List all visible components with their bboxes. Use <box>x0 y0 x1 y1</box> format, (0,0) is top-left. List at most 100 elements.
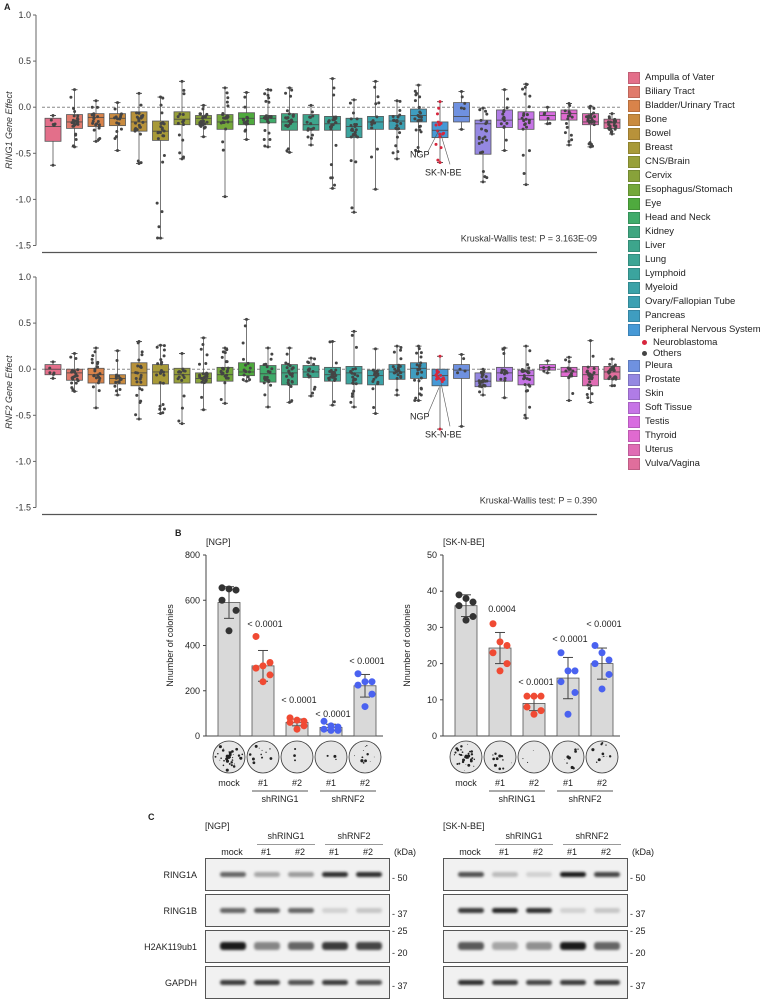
box-12 <box>302 103 320 147</box>
strip-point <box>284 91 288 95</box>
strip-point <box>351 111 355 115</box>
strip-point <box>182 375 186 379</box>
p-value-label: < 0.0001 <box>586 619 621 629</box>
strip-point <box>113 137 117 141</box>
box-19 <box>453 352 470 428</box>
strip-point <box>156 362 160 366</box>
strip-point <box>245 90 248 94</box>
strip-point <box>483 384 487 388</box>
x-tick-label: mock <box>455 778 477 788</box>
strip-point <box>418 392 422 396</box>
bar-group: < 0.0001 #1 <box>246 619 283 788</box>
strip-point <box>523 123 527 127</box>
data-point <box>489 649 497 657</box>
colony <box>366 753 369 756</box>
blot-gapdh <box>205 966 390 999</box>
strip-point <box>244 363 248 367</box>
data-point <box>591 642 599 649</box>
strip-point <box>159 122 163 126</box>
stat-text: Kruskal-Wallis test: P = 3.163E-09 <box>461 234 597 244</box>
strip-point <box>161 381 165 385</box>
strip-point <box>374 187 377 191</box>
strip-point <box>267 115 271 119</box>
y-tick-label: 30 <box>427 622 437 632</box>
strip-point <box>134 377 138 381</box>
strip-point <box>417 149 420 153</box>
strip-point <box>502 368 506 372</box>
strip-point <box>73 389 76 393</box>
strip-point <box>479 370 483 374</box>
box-26 <box>603 112 621 136</box>
chart-title: [NGP] <box>206 537 231 547</box>
strip-point <box>51 163 55 167</box>
legend-swatch <box>628 254 640 266</box>
strip-point <box>180 352 184 356</box>
strip-point <box>313 385 317 389</box>
strip-point <box>267 100 271 104</box>
strip-point <box>391 115 395 119</box>
strip-point <box>138 132 142 136</box>
strip-point <box>76 379 80 383</box>
colony <box>499 756 501 758</box>
strip-point <box>354 160 358 164</box>
legend-item: Soft Tissue <box>628 401 760 415</box>
box-21 <box>496 346 513 400</box>
strip-point <box>329 127 333 131</box>
strip-point <box>141 114 145 118</box>
data-point <box>496 667 504 675</box>
data-point <box>259 662 267 670</box>
strip-point <box>202 126 206 130</box>
strip-point <box>265 365 269 369</box>
legend-swatch <box>628 416 640 428</box>
strip-point <box>243 105 247 109</box>
strip-point <box>438 354 442 358</box>
strip-point <box>98 372 102 376</box>
annotation-ngp: NGP <box>410 411 430 421</box>
blot-gapdh <box>443 966 628 999</box>
legend-label: Soft Tissue <box>645 402 692 413</box>
strip-point <box>74 372 78 376</box>
colony <box>333 754 337 758</box>
strip-point <box>287 382 291 386</box>
box <box>130 362 148 387</box>
y-tick-label: 20 <box>427 659 437 669</box>
strip-point <box>201 116 205 120</box>
strip-point <box>330 176 334 180</box>
y-tick-label: 600 <box>185 595 200 605</box>
colony-plate-image <box>348 740 382 774</box>
strip-point <box>414 148 418 152</box>
strip-point <box>395 157 399 161</box>
band <box>594 872 620 877</box>
strip-point <box>116 149 119 153</box>
data-point <box>259 678 267 686</box>
kda-marker: - 50 <box>392 873 408 883</box>
data-point <box>320 717 328 725</box>
box-9 <box>238 317 255 383</box>
colony <box>225 759 229 763</box>
strip-point <box>98 137 102 141</box>
strip-point <box>564 369 568 373</box>
strip-point <box>241 117 245 121</box>
colony <box>601 756 603 758</box>
strip-point <box>97 125 101 129</box>
strip-point <box>481 170 485 174</box>
strip-point <box>610 132 614 136</box>
strip-point <box>118 117 122 121</box>
strip-point <box>76 368 80 372</box>
strip-point <box>162 348 166 352</box>
strip-point <box>180 79 184 83</box>
data-point <box>530 692 538 700</box>
box-0 <box>44 113 62 167</box>
strip-point <box>133 121 137 125</box>
p-value-label: < 0.0001 <box>315 709 350 719</box>
strip-point <box>73 352 76 356</box>
strip-point <box>244 120 248 124</box>
strip-point <box>348 101 352 105</box>
strip-point <box>527 119 531 123</box>
x-tick-label: #1 <box>563 778 573 788</box>
strip-point <box>435 377 439 381</box>
strip-point <box>48 371 52 375</box>
strip-point <box>354 377 358 381</box>
box-14 <box>345 98 363 214</box>
strip-point <box>201 107 205 111</box>
